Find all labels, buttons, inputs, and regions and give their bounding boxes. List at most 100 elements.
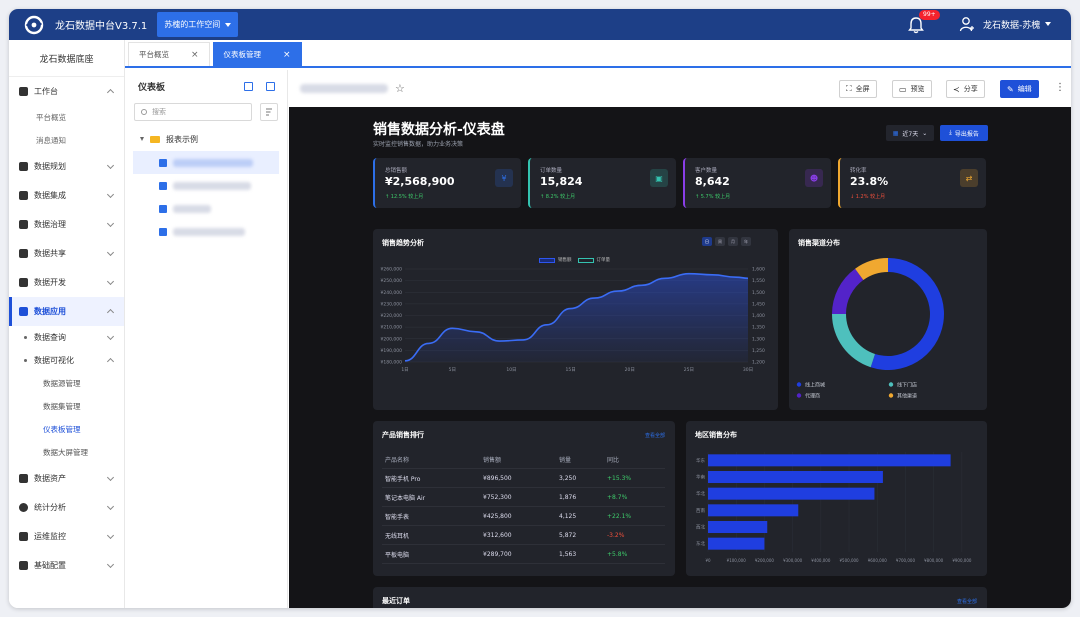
cell-sales: ¥312,600 [483, 531, 512, 539]
table-row[interactable]: 平板电脑 ¥289,700 1,563 +5.8% [382, 545, 665, 564]
table-row[interactable]: 无线耳机 ¥312,600 5,872 -3.2% [382, 526, 665, 545]
search-input[interactable]: 搜索 [134, 103, 252, 121]
sales-area [405, 273, 748, 362]
preview-button[interactable]: ▭ 预览 [892, 80, 932, 98]
integration-icon [19, 191, 28, 200]
sidebar-item-data-query[interactable]: 数据查询 [9, 326, 124, 349]
view-all-link[interactable]: 查看全部 [644, 433, 665, 439]
search-icon [141, 109, 147, 115]
segment-week[interactable]: 周 [715, 237, 725, 246]
kpi-card: 订单数量 15,824 ↑ 8.2% 较上月 ▣ [528, 158, 676, 208]
export-report-button[interactable]: ⤓ 导出报告 [940, 125, 988, 141]
table-header: 产品名称 销售额 销量 同比 [382, 450, 665, 469]
sidebar-item-data-development[interactable]: 数据开发 [9, 268, 124, 297]
monitor-icon: ▭ [899, 84, 907, 94]
view-all-link[interactable]: 查看全部 [956, 599, 977, 605]
user-name: 龙石数据-苏槐 [983, 20, 1041, 31]
user-menu[interactable]: 龙石数据-苏槐 [959, 16, 1052, 32]
y2-tick-label: 1,250 [752, 348, 765, 354]
add-folder-icon[interactable] [244, 82, 253, 91]
kpi-change: ↑ 5.7% 较上月 [695, 193, 730, 200]
dashboard-name-blurred [300, 84, 388, 93]
sidebar-item-ops-monitoring[interactable]: 运维监控 [9, 522, 124, 551]
table-row[interactable]: 智能手表 ¥425,800 4,125 +22.1% [382, 507, 665, 526]
sidebar-item-base-config[interactable]: 基础配置 [9, 551, 124, 580]
segment-year[interactable]: 年 [741, 237, 751, 246]
share-button[interactable]: ≺ 分享 [946, 80, 985, 98]
x-tick-label: ¥900,000 [952, 558, 972, 563]
workspace-label: 苏槐的工作空间 [164, 20, 221, 29]
segment-month[interactable]: 月 [728, 237, 738, 246]
chevron-up-icon [106, 308, 115, 317]
caret-down-icon [1045, 22, 1052, 26]
workspace-selector[interactable]: 苏槐的工作空间 [157, 12, 239, 37]
y-tick-label: ¥260,000 [381, 267, 403, 273]
date-range-select[interactable]: ▦ 近7天 ⌄ [886, 125, 934, 141]
list-item[interactable] [133, 174, 279, 197]
chevron-down-icon [106, 277, 115, 286]
product-ranking-card: 产品销售排行 查看全部 产品名称 销售额 销量 同比 智能手机 Pro ¥896,… [373, 421, 675, 576]
y-tick-label: 西南 [696, 507, 705, 514]
segment-day[interactable]: 日 [702, 237, 712, 246]
sidebar-item-messages[interactable]: 消息通知 [36, 136, 66, 145]
sort-button[interactable] [260, 103, 278, 121]
y-tick-label: ¥210,000 [381, 325, 403, 331]
close-icon[interactable]: × [191, 49, 199, 60]
kpi-card: 转化率 23.8% ↓ 1.2% 较上月 ⇄ [838, 158, 986, 208]
legend-dot [888, 382, 894, 387]
sidebar-item-label: 统计分析 [34, 503, 66, 512]
add-file-icon[interactable] [266, 82, 275, 91]
sidebar-item-dataset[interactable]: 数据集管理 [43, 402, 81, 411]
list-item[interactable] [133, 220, 279, 243]
sidebar-item-data-integration[interactable]: 数据集成 [9, 181, 124, 210]
fullscreen-button[interactable]: ⛶ 全屏 [839, 80, 877, 98]
y2-tick-label: 1,400 [752, 313, 765, 319]
tab-bar: 平台概览 × 仪表板管理 × [125, 40, 1071, 68]
tab-platform-overview[interactable]: 平台概览 × [128, 42, 210, 66]
column-header: 同比 [607, 456, 620, 464]
legend-dot [888, 393, 894, 398]
folder-report-examples[interactable]: 报表示例 [126, 127, 287, 151]
sidebar-item-bigscreen[interactable]: 数据大屏管理 [43, 448, 88, 457]
dashboard-toolbar: ☆ ⛶ 全屏 ▭ 预览 ≺ 分享 ✎ 编辑 ⋮ [289, 70, 1071, 107]
bar [708, 487, 875, 500]
arrow-up-icon: ↑ [695, 194, 701, 200]
edit-button[interactable]: ✎ 编辑 [1000, 80, 1039, 98]
list-item[interactable] [133, 197, 279, 220]
cell-product: 平板电脑 [385, 551, 410, 559]
layers-icon [19, 162, 28, 171]
sidebar-item-statistics[interactable]: 统计分析 [9, 493, 124, 522]
folder-label: 报表示例 [166, 134, 198, 144]
cell-product: 智能手表 [385, 513, 410, 521]
sidebar-item-platform-overview[interactable]: 平台概览 [36, 113, 66, 122]
sidebar-item-data-sharing[interactable]: 数据共享 [9, 239, 124, 268]
column-header: 销售额 [483, 456, 502, 464]
tab-dashboard-management[interactable]: 仪表板管理 × [212, 42, 302, 66]
list-item[interactable] [133, 151, 279, 174]
chevron-down-icon [106, 473, 115, 482]
table-row[interactable]: 智能手机 Pro ¥896,500 3,250 +15.3% [382, 469, 665, 488]
legend-label: 其他渠道 [897, 393, 917, 400]
sidebar-item-datasource[interactable]: 数据源管理 [43, 379, 81, 388]
close-icon[interactable]: × [283, 49, 291, 60]
chevron-down-icon [106, 332, 115, 341]
sidebar-item-data-planning[interactable]: 数据规划 [9, 152, 124, 181]
pie-slice [832, 314, 876, 368]
more-icon[interactable]: ⋮ [1055, 82, 1065, 93]
sidebar-item-workbench[interactable]: 工作台 [9, 77, 124, 106]
legend-label: 线下门店 [897, 382, 917, 389]
sidebar-item-dashboard-management[interactable]: 仪表板管理 [43, 425, 81, 434]
users-icon: ☻ [805, 169, 823, 187]
chevron-down-icon [106, 502, 115, 511]
star-icon[interactable]: ☆ [395, 82, 405, 95]
tab-label: 仪表板管理 [223, 50, 262, 59]
table-row[interactable]: 笔记本电脑 Air ¥752,300 1,876 +8.7% [382, 488, 665, 507]
sidebar-item-data-application[interactable]: 数据应用 [9, 297, 124, 326]
sidebar-item-data-governance[interactable]: 数据治理 [9, 210, 124, 239]
bell-icon[interactable] [906, 15, 926, 35]
cell-sales: ¥425,800 [483, 512, 512, 520]
caret-down-icon [140, 137, 144, 141]
sidebar-item-data-assets[interactable]: 数据资产 [9, 464, 124, 493]
y2-tick-label: 1,450 [752, 301, 765, 307]
sidebar-item-data-visualization[interactable]: 数据可视化 [9, 349, 124, 372]
